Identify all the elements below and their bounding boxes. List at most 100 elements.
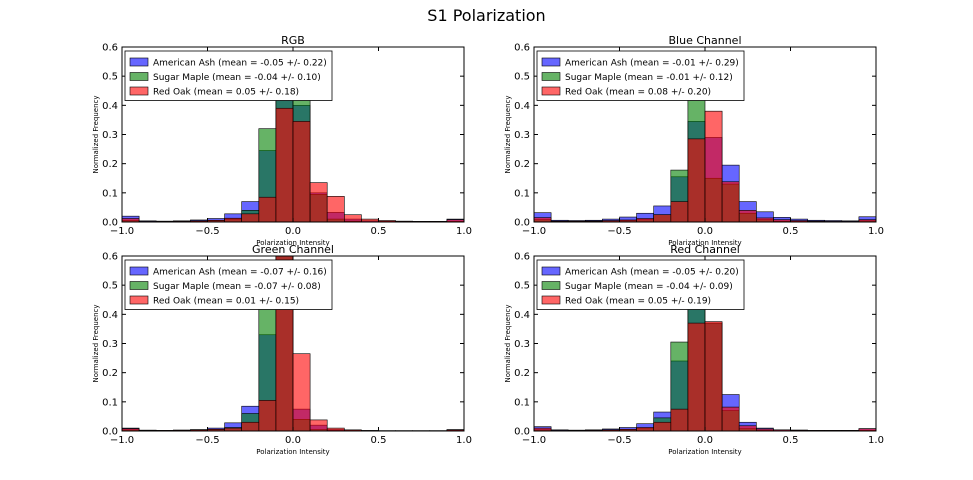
legend-swatch (129, 86, 149, 96)
legend-box (536, 259, 745, 310)
legend-swatch (129, 266, 149, 276)
bar-red-oak (670, 408, 689, 431)
y-tick-label: 0.5 (514, 72, 530, 83)
legend: American Ash (mean = -0.05 +/- 0.20) Suga… (536, 259, 745, 310)
bar-red-oak (309, 419, 328, 431)
subplot-4: −1.0 −0.5 0.0 0.5 1.0 0.0 0.1 0.2 0.3 0.4 0.5 0.6 Re… (504, 243, 884, 456)
y-tick-label: 0.6 (514, 43, 530, 54)
y-tick-label: 0.6 (514, 252, 530, 263)
bar-red-oak (653, 421, 672, 431)
legend-entry: Sugar Maple (mean = -0.04 +/- 0.09) (565, 282, 733, 292)
histogram-bars (122, 93, 464, 222)
y-tick-label: 0.4 (514, 310, 530, 321)
legend: American Ash (mean = -0.07 +/- 0.16) Suga… (124, 259, 333, 310)
subplot-title: Green Channel (252, 243, 334, 256)
bar-red-oak (738, 425, 757, 431)
y-tick-label: 0.4 (514, 101, 530, 112)
histogram-bars (534, 302, 876, 431)
y-tick-label: 0.5 (102, 281, 118, 292)
legend-box (124, 50, 333, 101)
x-tick-label: 0.5 (371, 435, 387, 446)
legend: American Ash (mean = -0.05 +/- 0.22) Suga… (124, 50, 333, 101)
legend-swatch (129, 281, 149, 290)
x-tick-label: 0.0 (697, 226, 713, 237)
bar-red-oak (241, 421, 260, 431)
bar-red-oak (636, 427, 654, 431)
legend-entry: American Ash (mean = -0.05 +/- 0.22) (153, 59, 327, 69)
subplot-1: −1.0 −0.5 0.0 0.5 1.0 0.0 0.1 0.2 0.3 0.4 0.5 0.6 RG… (92, 34, 472, 247)
y-axis-label: Normalized Frequency (92, 95, 100, 173)
legend-entry: Red Oak (mean = 0.05 +/- 0.19) (565, 297, 711, 307)
x-tick-label: 1.0 (456, 435, 472, 446)
y-tick-label: 0.1 (514, 397, 530, 408)
x-tick-label: 1.0 (868, 226, 884, 237)
x-tick-label: 0.0 (697, 435, 713, 446)
bar-red-oak (670, 201, 689, 222)
x-tick-label: −1.0 (110, 226, 134, 237)
legend-entry: American Ash (mean = -0.01 +/- 0.29) (565, 59, 739, 69)
subplot-3: −1.0 −0.5 0.0 0.5 1.0 0.0 0.1 0.2 0.3 0.4 0.5 0.6 Gr… (92, 243, 472, 456)
y-tick-label: 0.0 (102, 427, 118, 438)
y-tick-label: 0.0 (514, 427, 530, 438)
y-tick-label: 0.0 (514, 218, 530, 229)
legend-swatch (541, 281, 561, 290)
y-tick-label: 0.1 (514, 188, 530, 199)
x-tick-label: 0.5 (783, 226, 799, 237)
x-axis-label: Polarization Intensity (256, 448, 329, 456)
bar-red-oak (534, 217, 552, 222)
bar-red-oak (687, 322, 706, 431)
bar-red-oak (534, 427, 552, 431)
y-tick-label: 0.5 (514, 281, 530, 292)
x-axis-label: Polarization Intensity (256, 239, 329, 247)
bar-red-oak (755, 217, 774, 222)
x-tick-label: −1.0 (522, 435, 546, 446)
x-axis-label: Polarization Intensity (668, 239, 741, 247)
histogram-bars (534, 96, 876, 222)
y-tick-label: 0.5 (102, 72, 118, 83)
y-axis-label: Normalized Frequency (504, 95, 512, 173)
legend-swatch (541, 57, 561, 67)
legend-swatch (541, 72, 561, 81)
bar-red-oak (721, 181, 740, 222)
x-tick-label: −1.0 (110, 435, 134, 446)
legend-entry: Sugar Maple (mean = -0.01 +/- 0.12) (565, 73, 733, 83)
legend-entry: American Ash (mean = -0.05 +/- 0.20) (565, 268, 739, 278)
legend-box (536, 50, 745, 101)
legend-entry: Red Oak (mean = 0.08 +/- 0.20) (565, 88, 711, 98)
x-axis-label: Polarization Intensity (668, 448, 741, 456)
legend-entry: Sugar Maple (mean = -0.07 +/- 0.08) (153, 282, 321, 292)
legend-swatch (541, 266, 561, 276)
y-tick-label: 0.1 (102, 188, 118, 199)
bar-red-oak (309, 182, 328, 222)
y-axis-label: Normalized Frequency (504, 304, 512, 382)
x-tick-label: 0.5 (783, 435, 799, 446)
y-tick-label: 0.2 (514, 368, 530, 379)
x-tick-label: 1.0 (868, 435, 884, 446)
legend-swatch (541, 295, 561, 305)
x-tick-label: 0.0 (285, 226, 301, 237)
y-tick-label: 0.3 (514, 130, 530, 141)
y-tick-label: 0.1 (102, 397, 118, 408)
y-tick-label: 0.3 (102, 339, 118, 350)
figure-title: S1 Polarization (427, 6, 546, 25)
bar-red-oak (636, 218, 654, 222)
x-tick-label: −0.5 (607, 435, 631, 446)
x-tick-label: −0.5 (195, 435, 219, 446)
y-tick-label: 0.3 (514, 339, 530, 350)
bar-red-oak (292, 353, 311, 431)
x-tick-label: 0.0 (285, 435, 301, 446)
y-axis-label: Normalized Frequency (92, 304, 100, 382)
bar-red-oak (258, 400, 277, 431)
y-tick-label: 0.4 (102, 310, 118, 321)
bar-red-oak (326, 196, 345, 222)
bar-red-oak (704, 110, 723, 222)
legend-swatch (541, 86, 561, 96)
y-tick-label: 0.2 (102, 368, 118, 379)
legend-entry: Red Oak (mean = 0.01 +/- 0.15) (153, 297, 299, 307)
x-tick-label: −0.5 (607, 226, 631, 237)
x-tick-label: −0.5 (195, 226, 219, 237)
x-tick-label: −1.0 (522, 226, 546, 237)
bar-red-oak (738, 210, 757, 222)
subplot-title: Blue Channel (669, 34, 742, 47)
